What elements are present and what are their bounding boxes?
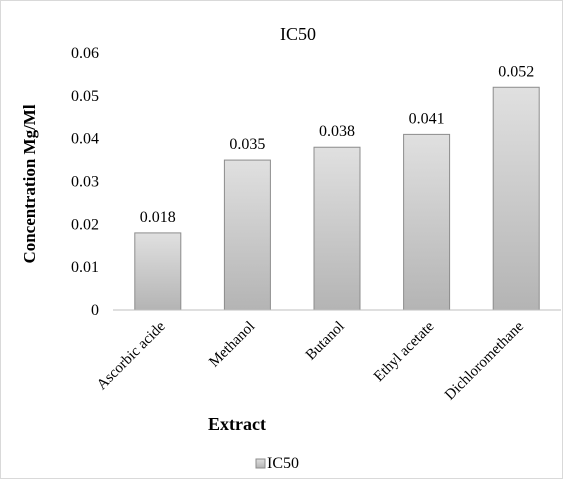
y-tick-label: 0.05: [71, 88, 99, 105]
data-label: 0.052: [498, 63, 534, 80]
y-axis-label: Concentration Mg/Ml: [20, 104, 39, 263]
x-tick-label: Ascorbic acide: [94, 318, 169, 393]
x-tick-label: Ethyl acetate: [371, 318, 438, 385]
x-tick-label: Dichloromethane: [442, 318, 527, 403]
bar: [134, 232, 182, 311]
data-labels-group: 0.018 0.035 0.038 0.041 0.052: [140, 63, 534, 226]
data-label: 0.035: [229, 136, 265, 153]
data-label: 0.041: [409, 110, 445, 127]
y-tick-label: 0.03: [71, 174, 99, 191]
data-label: 0.018: [140, 209, 176, 226]
y-tick-label: 0.01: [71, 259, 99, 276]
legend: IC50: [255, 455, 299, 472]
bar: [492, 86, 540, 311]
legend-swatch: [255, 458, 266, 469]
bar: [403, 133, 451, 311]
y-tick-label: 0.02: [71, 216, 99, 233]
y-tick-label: 0: [91, 302, 99, 319]
legend-label: IC50: [267, 455, 299, 472]
bar: [313, 146, 361, 311]
bars-group: [134, 86, 540, 311]
bar: [223, 159, 271, 311]
y-tick-label: 0.06: [71, 45, 99, 62]
y-axis-ticks: 0 0.01 0.02 0.03 0.04 0.05 0.06: [71, 45, 99, 319]
x-tick-label: Methanol: [206, 319, 258, 371]
data-label: 0.038: [319, 123, 355, 140]
x-axis-ticks: Ascorbic acide Methanol Butanol Ethyl aceta…: [94, 318, 527, 403]
y-tick-label: 0.04: [71, 131, 99, 148]
x-tick-label: Butanol: [303, 319, 348, 364]
chart-title: IC50: [280, 24, 316, 44]
x-axis-label: Extract: [208, 414, 266, 434]
